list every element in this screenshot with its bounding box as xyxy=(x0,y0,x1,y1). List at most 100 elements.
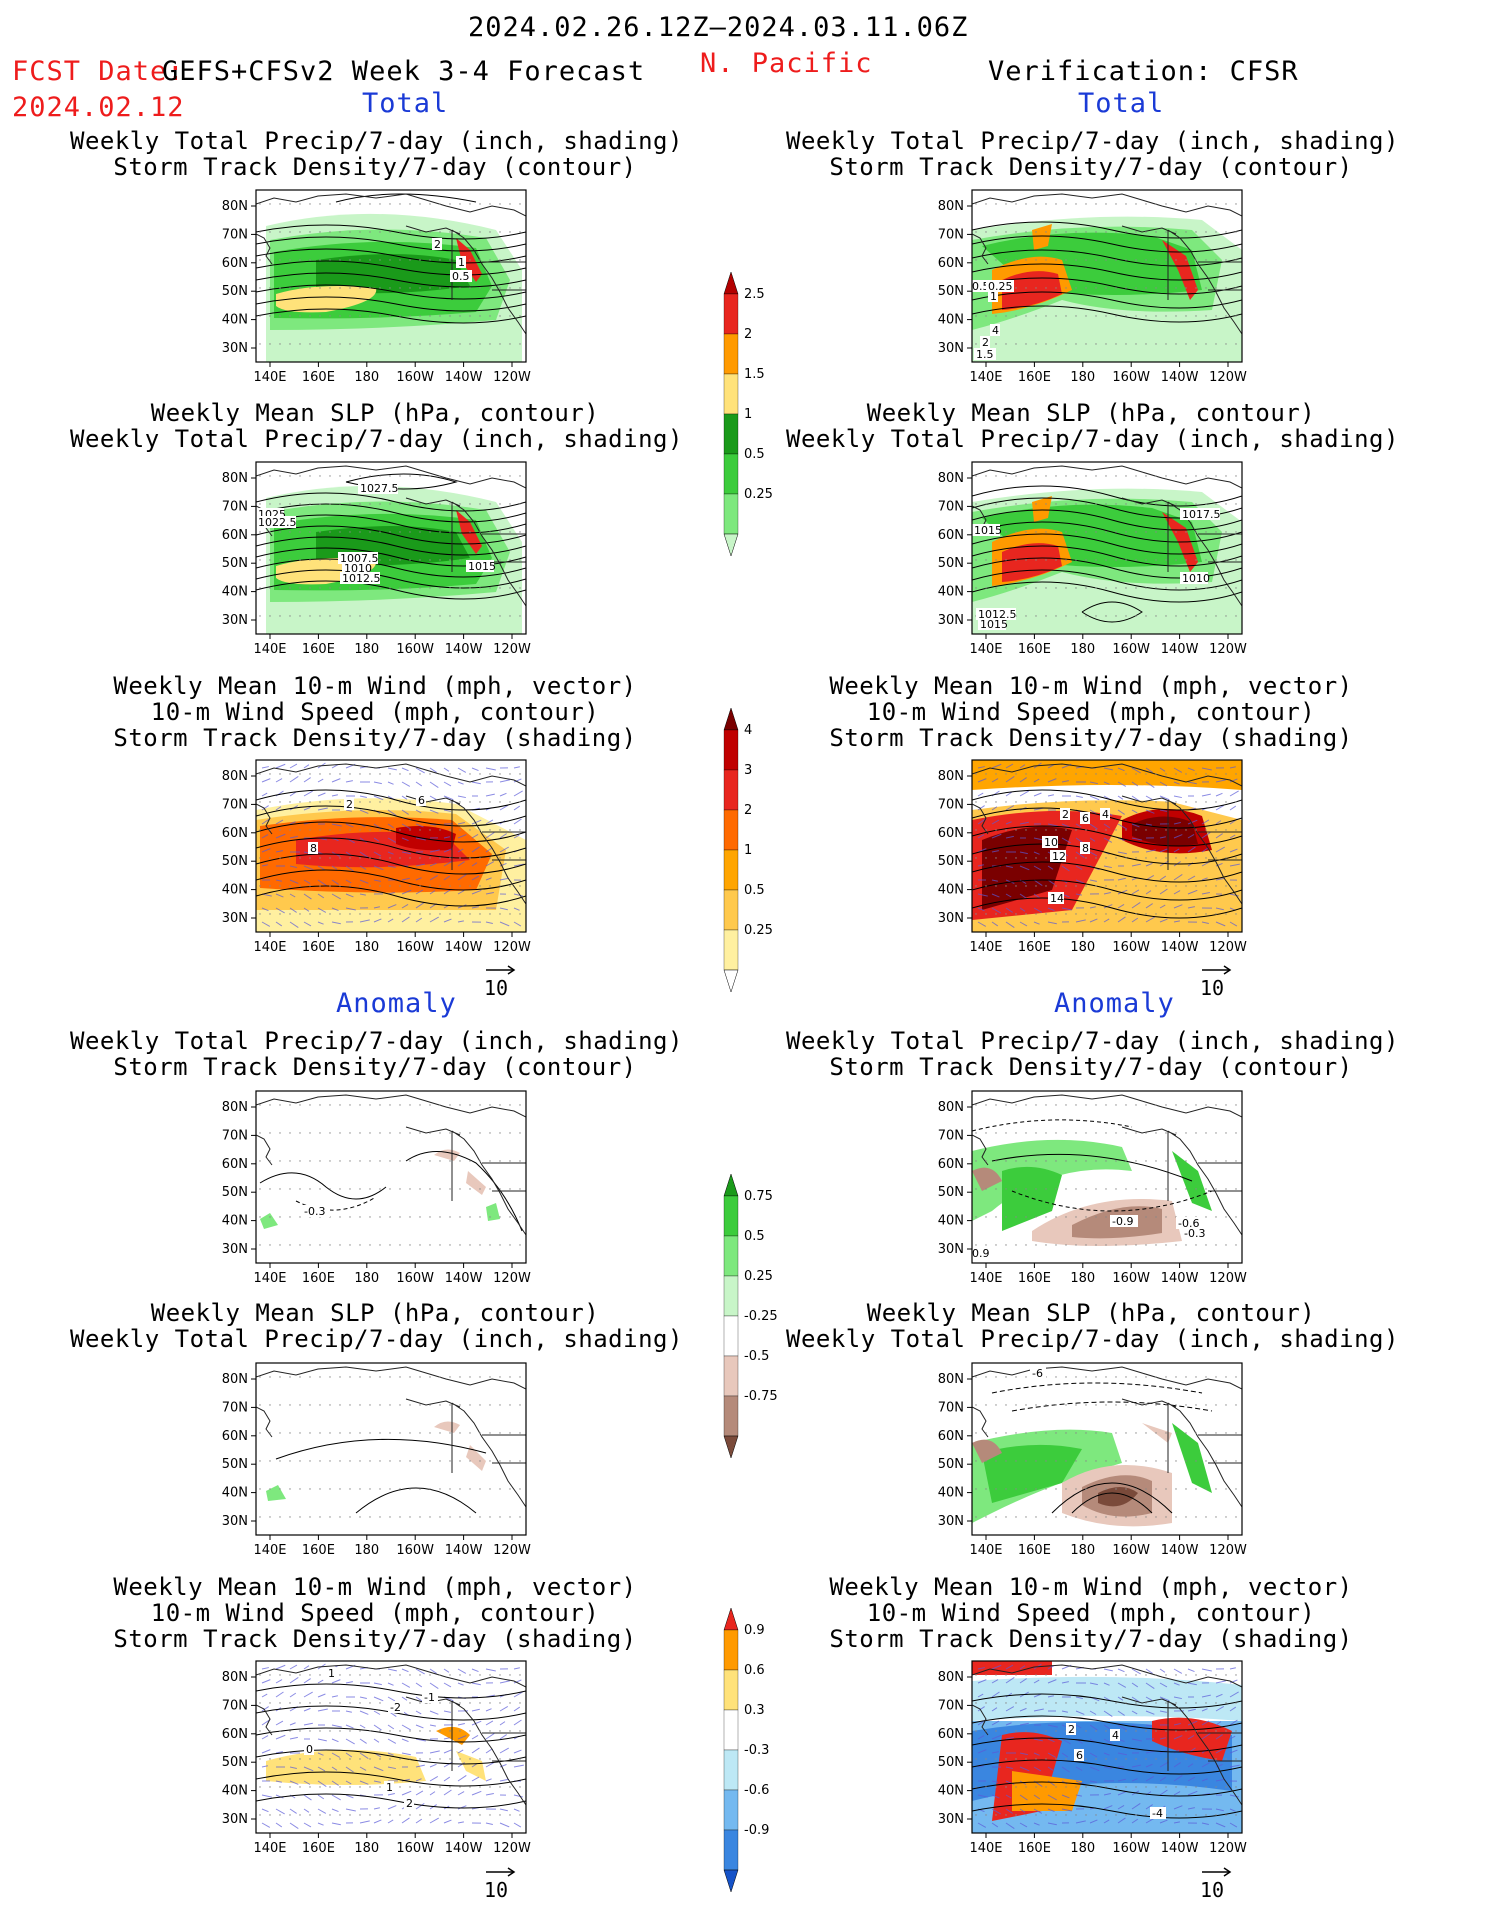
svg-text:1: 1 xyxy=(328,1667,335,1680)
vector-key-l6: 10 xyxy=(484,1866,518,1902)
svg-text:140W: 140W xyxy=(445,370,483,385)
svg-text:40N: 40N xyxy=(222,585,248,600)
svg-text:30N: 30N xyxy=(222,613,248,628)
svg-text:120W: 120W xyxy=(493,940,531,955)
vector-key-r3: 10 xyxy=(1200,964,1234,1000)
svg-text:70N: 70N xyxy=(938,1128,964,1143)
svg-text:120W: 120W xyxy=(1209,1841,1247,1856)
svg-text:160W: 160W xyxy=(396,1841,434,1856)
svg-text:-0.25: -0.25 xyxy=(744,1309,778,1324)
svg-text:50N: 50N xyxy=(938,556,964,571)
map-verif-wind-storm: 2 4 6 8 10 12 14 80N 70N 60N 50N 40N 30N 140E 160E 180 1… xyxy=(924,756,1247,958)
svg-text:50N: 50N xyxy=(222,1755,248,1770)
svg-text:30N: 30N xyxy=(222,1812,248,1827)
svg-text:70N: 70N xyxy=(222,227,248,242)
svg-text:120W: 120W xyxy=(1209,1271,1247,1286)
svg-text:160E: 160E xyxy=(1018,370,1051,385)
svg-text:60N: 60N xyxy=(938,1429,964,1444)
left-anomaly-label: Anomaly xyxy=(336,988,457,1019)
svg-text:140E: 140E xyxy=(253,642,286,657)
svg-text:1012.5: 1012.5 xyxy=(978,608,1017,621)
svg-text:120W: 120W xyxy=(1209,1543,1247,1558)
svg-text:-0.3: -0.3 xyxy=(744,1743,769,1758)
svg-text:30N: 30N xyxy=(938,1812,964,1827)
svg-text:160W: 160W xyxy=(1112,1543,1150,1558)
svg-text:0.5: 0.5 xyxy=(452,270,470,283)
svg-text:140W: 140W xyxy=(1161,642,1199,657)
svg-text:10: 10 xyxy=(1044,836,1058,849)
svg-text:70N: 70N xyxy=(938,797,964,812)
map-forecast-slp-precip: 1027.5 1025 1022.5 1007.5 1010 1012.5 1015 80N 7… xyxy=(208,458,531,660)
svg-text:0.9: 0.9 xyxy=(972,1247,990,1260)
svg-text:160E: 160E xyxy=(302,940,335,955)
svg-text:160W: 160W xyxy=(396,940,434,955)
fcst-date-label: FCST Date: xyxy=(12,56,185,87)
period-title: 2024.02.26.12Z–2024.03.11.06Z xyxy=(468,12,969,43)
svg-text:160E: 160E xyxy=(302,370,335,385)
svg-text:40N: 40N xyxy=(222,1784,248,1799)
svg-text:0.5: 0.5 xyxy=(972,280,990,293)
svg-text:160E: 160E xyxy=(1018,1271,1051,1286)
svg-text:80N: 80N xyxy=(938,769,964,784)
svg-text:160E: 160E xyxy=(302,642,335,657)
svg-text:80N: 80N xyxy=(222,1670,248,1685)
svg-text:-0.3: -0.3 xyxy=(1184,1227,1205,1240)
svg-text:70N: 70N xyxy=(938,1400,964,1415)
svg-text:80N: 80N xyxy=(222,1100,248,1115)
svg-text:120W: 120W xyxy=(493,370,531,385)
svg-text:40N: 40N xyxy=(938,1486,964,1501)
svg-text:140W: 140W xyxy=(445,642,483,657)
svg-text:60N: 60N xyxy=(222,826,248,841)
svg-text:140E: 140E xyxy=(969,1543,1002,1558)
svg-text:160W: 160W xyxy=(1112,940,1150,955)
title-l4: Weekly Total Precip/7-day (inch, shading… xyxy=(70,1027,683,1081)
svg-text:0.9: 0.9 xyxy=(744,1623,765,1638)
svg-text:140E: 140E xyxy=(969,940,1002,955)
svg-text:1015: 1015 xyxy=(974,524,1002,537)
svg-text:160E: 160E xyxy=(302,1543,335,1558)
map-verif-precip-storm-anomaly: -0.9 -0.6 -0.3 0.9 80N 70N 60N 50N 40N 30N 140E 160… xyxy=(924,1087,1247,1289)
svg-text:1010: 1010 xyxy=(344,562,372,575)
svg-text:1: 1 xyxy=(990,290,997,303)
svg-text:40N: 40N xyxy=(222,313,248,328)
svg-text:180: 180 xyxy=(354,1543,379,1558)
svg-text:160E: 160E xyxy=(1018,642,1051,657)
svg-text:140W: 140W xyxy=(1161,1841,1199,1856)
svg-text:70N: 70N xyxy=(222,797,248,812)
svg-text:6: 6 xyxy=(1076,1749,1083,1762)
svg-text:140W: 140W xyxy=(1161,370,1199,385)
svg-text:30N: 30N xyxy=(938,341,964,356)
map-verif-slp-precip: 1017.5 1015 1010 1012.5 1015 80N 70N 60N 50N 40N 3… xyxy=(924,458,1247,660)
left-total-label: Total xyxy=(362,88,449,119)
svg-text:1: 1 xyxy=(458,256,465,269)
svg-text:2: 2 xyxy=(982,336,989,349)
svg-text:60N: 60N xyxy=(222,1157,248,1172)
svg-text:-2: -2 xyxy=(390,1701,401,1714)
svg-text:2: 2 xyxy=(744,803,752,818)
map-forecast-wind-storm-anomaly: 1 -1 -2 0 1 2 80N 70N 60N 50N 40N 30N 140E 160E 180 160… xyxy=(208,1657,531,1859)
map-verif-precip-storm: 0.5 0.25 1 4 2 1.5 80N 70N 60N 50N 40N 30N 140E 160E 1… xyxy=(924,186,1247,388)
title-l1: Weekly Total Precip/7-day (inch, shading… xyxy=(70,127,683,181)
svg-text:180: 180 xyxy=(1070,940,1095,955)
svg-text:180: 180 xyxy=(354,370,379,385)
svg-text:120W: 120W xyxy=(493,1543,531,1558)
svg-text:30N: 30N xyxy=(222,1514,248,1529)
svg-text:50N: 50N xyxy=(938,284,964,299)
svg-text:4: 4 xyxy=(1102,808,1109,821)
svg-text:0.5: 0.5 xyxy=(744,1229,765,1244)
svg-text:1017.5: 1017.5 xyxy=(1182,508,1221,521)
svg-text:50N: 50N xyxy=(938,1755,964,1770)
vector-key-l3: 10 xyxy=(484,964,518,1000)
svg-text:-0.5: -0.5 xyxy=(744,1349,769,1364)
svg-text:0.5: 0.5 xyxy=(744,883,765,898)
svg-text:140W: 140W xyxy=(445,1271,483,1286)
svg-text:140E: 140E xyxy=(969,1841,1002,1856)
svg-text:30N: 30N xyxy=(938,1242,964,1257)
svg-text:30N: 30N xyxy=(222,911,248,926)
svg-text:4: 4 xyxy=(744,723,752,738)
svg-text:8: 8 xyxy=(1082,842,1089,855)
svg-text:120W: 120W xyxy=(493,1271,531,1286)
svg-text:180: 180 xyxy=(354,1841,379,1856)
svg-text:40N: 40N xyxy=(938,1214,964,1229)
svg-text:30N: 30N xyxy=(222,1242,248,1257)
